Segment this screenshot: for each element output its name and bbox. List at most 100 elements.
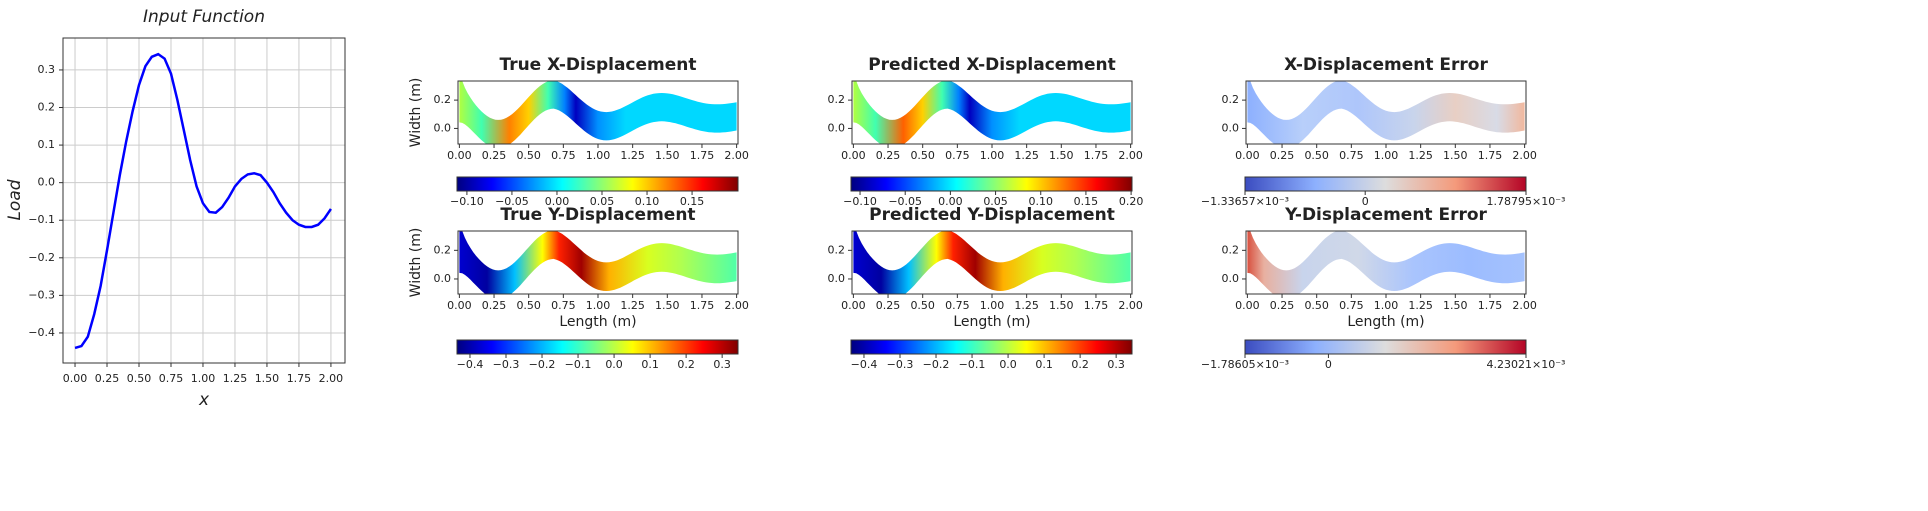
colorbar-tick-label: 0.2: [677, 358, 695, 371]
x-axis-label: x: [198, 390, 210, 410]
colorbar-tick-label: −0.3: [493, 358, 520, 371]
x-tick-label: 1.50: [1049, 149, 1074, 162]
x-tick-label: 1.25: [1408, 149, 1433, 162]
x-tick-label: 2.00: [319, 372, 344, 385]
colorbar-tick-label: 0.00: [545, 195, 570, 208]
x-tick-label: 1.50: [255, 372, 280, 385]
x-tick-label: 0.00: [447, 149, 472, 162]
colorbar-tick-label: −0.3: [887, 358, 914, 371]
x-tick-label: 1.50: [655, 299, 680, 312]
x-tick-label: 1.25: [620, 299, 645, 312]
colorbar-tick-label: 1.78795×10⁻³: [1487, 195, 1566, 208]
x-tick-label: 0.75: [551, 149, 576, 162]
x-tick-label: 1.25: [1014, 299, 1039, 312]
x-tick-label: 0.50: [127, 372, 152, 385]
y-tick-label: 0.2: [828, 93, 846, 106]
field-strip: [459, 231, 737, 294]
x-tick-label: 1.00: [980, 299, 1005, 312]
y-tick-label: 0.2: [434, 243, 452, 256]
x-tick-label: 1.25: [620, 149, 645, 162]
x-tick-label: 0.50: [516, 299, 541, 312]
colorbar: [850, 176, 1133, 192]
colorbar-tick-label: −0.05: [888, 195, 922, 208]
colorbar-tick-label: 0.15: [680, 195, 705, 208]
x-tick-label: 0.75: [945, 149, 970, 162]
x-tick-label: 1.00: [980, 149, 1005, 162]
colorbar-tick-label: 0.1: [1035, 358, 1053, 371]
x-tick-label: 1.00: [586, 299, 611, 312]
y-tick-label: −0.4: [28, 326, 55, 339]
colorbar-tick-label: 0.00: [938, 195, 963, 208]
colorbar-tick-label: 0.1: [641, 358, 659, 371]
x-tick-label: 0.00: [841, 299, 866, 312]
x-tick-label: 2.00: [1118, 299, 1143, 312]
colorbar: [1244, 176, 1527, 192]
colorbar-tick-label: −0.2: [529, 358, 556, 371]
y-tick-label: 0.2: [828, 243, 846, 256]
y-tick-label: 0.0: [1222, 121, 1240, 134]
y-axis-label: Width (m): [408, 228, 424, 298]
x-tick-label: 1.50: [1443, 149, 1468, 162]
colorbar: [456, 339, 739, 355]
x-tick-label: 1.00: [1374, 149, 1399, 162]
x-tick-label: 2.00: [1512, 299, 1537, 312]
colorbar-tick-label: −0.1: [565, 358, 592, 371]
x-tick-label: 0.75: [159, 372, 184, 385]
x-tick-label: 0.25: [876, 149, 901, 162]
x-tick-label: 0.00: [1235, 149, 1260, 162]
field-strip: [1247, 81, 1525, 144]
field-strip: [853, 81, 1131, 144]
y-axis-label: Load: [5, 179, 25, 220]
panel-title: True X-Displacement: [499, 55, 696, 75]
colorbar-tick-label: −0.10: [843, 195, 877, 208]
field-strip: [853, 231, 1131, 294]
x-tick-label: 1.75: [1084, 299, 1109, 312]
x-tick-label: 1.25: [1408, 299, 1433, 312]
colorbar-tick-label: 0.0: [605, 358, 623, 371]
x-tick-label: 1.50: [1443, 299, 1468, 312]
x-tick-label: 1.00: [586, 149, 611, 162]
x-tick-label: 1.00: [1374, 299, 1399, 312]
panel-title: Y-Displacement Error: [1284, 205, 1487, 225]
y-tick-label: 0.1: [38, 138, 56, 151]
x-tick-label: 1.75: [1084, 149, 1109, 162]
x-tick-label: 1.50: [1049, 299, 1074, 312]
colorbar-tick-label: −0.10: [450, 195, 484, 208]
colorbar-tick-label: −0.4: [851, 358, 878, 371]
y-tick-label: 0.2: [1222, 243, 1240, 256]
panel-title: Predicted Y-Displacement: [869, 205, 1115, 225]
x-axis-label: Length (m): [953, 314, 1030, 330]
colorbar-tick-label: −0.1: [959, 358, 986, 371]
colorbar-tick-label: 0.0: [999, 358, 1017, 371]
chart-title: Input Function: [143, 7, 265, 27]
colorbar-tick-label: −1.78605×10⁻³: [1201, 358, 1289, 371]
y-tick-label: 0.0: [434, 272, 452, 285]
x-tick-label: 0.50: [910, 149, 935, 162]
x-tick-label: 0.75: [1339, 149, 1364, 162]
x-tick-label: 0.00: [63, 372, 88, 385]
y-tick-label: 0.0: [828, 121, 846, 134]
x-tick-label: 0.00: [447, 299, 472, 312]
colorbar: [850, 339, 1133, 355]
y-axis-label: Width (m): [408, 78, 424, 148]
x-tick-label: 0.50: [910, 299, 935, 312]
y-tick-label: 0.2: [38, 101, 56, 114]
colorbar-tick-label: 0.3: [1107, 358, 1125, 371]
y-tick-label: −0.2: [28, 251, 55, 264]
y-tick-label: −0.1: [28, 213, 55, 226]
colorbar-tick-label: 0.15: [1074, 195, 1099, 208]
x-tick-label: 1.75: [287, 372, 312, 385]
x-tick-label: 1.75: [690, 149, 715, 162]
colorbar-tick-label: −1.33657×10⁻³: [1201, 195, 1289, 208]
x-axis-label: Length (m): [1347, 314, 1424, 330]
y-tick-label: −0.3: [28, 288, 55, 301]
x-tick-label: 0.50: [516, 149, 541, 162]
x-tick-label: 1.50: [655, 149, 680, 162]
y-tick-label: 0.0: [828, 272, 846, 285]
y-tick-label: 0.0: [434, 121, 452, 134]
panel-title: X-Displacement Error: [1284, 55, 1488, 75]
x-tick-label: 2.00: [724, 299, 749, 312]
x-tick-label: 0.00: [841, 149, 866, 162]
